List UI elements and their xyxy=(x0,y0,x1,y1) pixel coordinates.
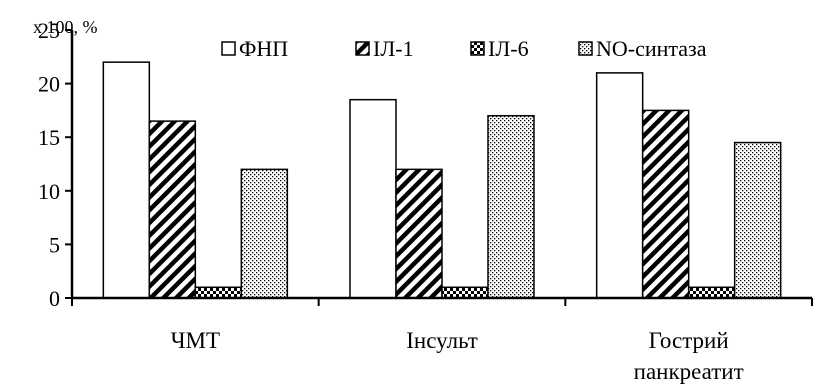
bar-2-1 xyxy=(148,120,197,299)
legend-swatch-2 xyxy=(355,41,370,56)
y-tick-label: 20 xyxy=(38,72,60,97)
x-category-label: ЧМТ xyxy=(171,328,220,353)
bar-3-2 xyxy=(441,286,489,299)
bar-2-3 xyxy=(641,109,690,299)
legend-swatch-1 xyxy=(221,41,236,56)
bar-3-1 xyxy=(194,286,243,299)
bars-group xyxy=(102,61,782,299)
legend-swatch-4 xyxy=(578,41,593,56)
x-category-label: Гострий панкреатит xyxy=(634,328,744,384)
legend-label-4: NO-синтаза xyxy=(596,36,707,61)
y-tick-label: 5 xyxy=(49,232,60,257)
x-category-label: Інсульт xyxy=(406,328,478,353)
bar-4-1 xyxy=(240,168,289,299)
y-tick-label: 0 xyxy=(49,286,60,311)
legend-label-1: ФНП xyxy=(239,36,288,61)
y-unit-label: x 100, % xyxy=(33,17,98,37)
bar-1-2 xyxy=(349,98,397,299)
bar-3-3 xyxy=(687,286,736,299)
bar-1-1 xyxy=(102,61,151,299)
bar-2-2 xyxy=(395,168,443,299)
bar-1-3 xyxy=(595,72,644,299)
bar-4-3 xyxy=(733,141,782,299)
axes-group: 0 5 10 15 20 25 ЧМТ Інсульт Гострий панкреатит xyxy=(38,18,813,384)
bar-4-2 xyxy=(487,115,535,299)
legend: ФНП ІЛ-1 ІЛ-6 NO-синтаза xyxy=(221,36,707,61)
y-tick-label: 15 xyxy=(38,125,60,150)
y-tick-label: 10 xyxy=(38,179,60,204)
legend-label-2: ІЛ-1 xyxy=(373,36,414,61)
legend-label-3: ІЛ-6 xyxy=(488,36,529,61)
legend-swatch-3 xyxy=(470,41,485,56)
y-tick-label: 25 xyxy=(38,18,60,43)
